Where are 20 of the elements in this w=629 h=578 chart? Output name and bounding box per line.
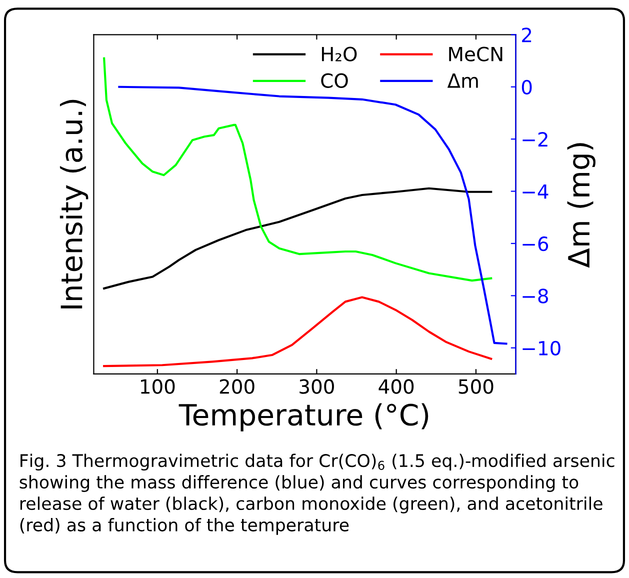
- y2-tick-label: −4: [522, 184, 548, 199]
- y2-axis-title: Δm (mg): [567, 143, 596, 268]
- legend-label: MeCN: [449, 46, 502, 62]
- x-axis-title: Temperature (°C): [178, 403, 428, 432]
- y2-tick-label: −6: [522, 236, 548, 252]
- x-tick-label: 400: [378, 379, 414, 394]
- y2-tick-label: −2: [522, 132, 548, 146]
- legend-label: H₂O: [322, 46, 357, 62]
- y2-tick-label: −10: [522, 340, 560, 356]
- x-tick-label: 100: [141, 379, 175, 394]
- x-tick-label: 500: [458, 379, 494, 394]
- x-tick-label: 200: [220, 379, 254, 394]
- y-axis-title: Intensity (a.u.): [60, 100, 88, 308]
- legend-label: CO: [321, 73, 348, 88]
- y2-tick-label: 0: [522, 80, 532, 95]
- y2-tick-label: −8: [522, 288, 548, 304]
- caption: Fig. 3 Thermogravimetric data for Cr(CO)$_{6}$ (1.5 eq.)-modified arsenic showing the mass difference (blue) and curves corresponding to release of water (black), carbon monoxide (green), and acetonitrile (red) as a function of the temperature: [20, 454, 614, 535]
- x-tick-label: 300: [300, 379, 334, 394]
- legend-label: Δm: [447, 74, 478, 88]
- y2-tick-label: 2: [522, 28, 532, 42]
